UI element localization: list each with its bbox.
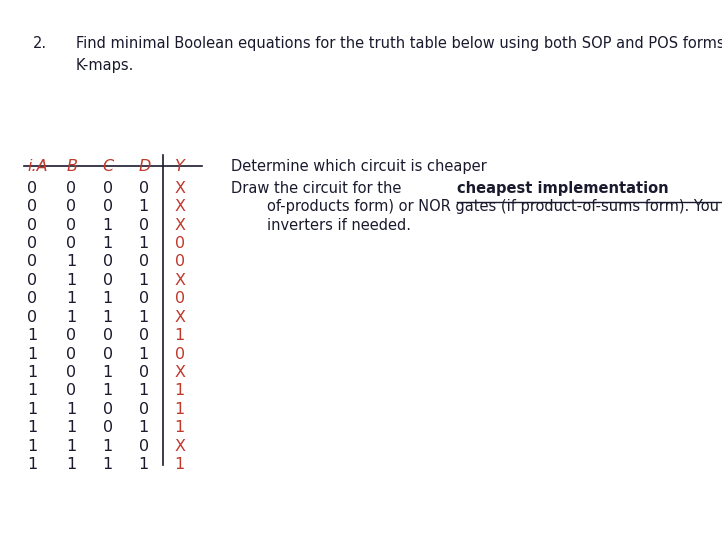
Text: 1: 1 — [175, 420, 185, 435]
Text: 1: 1 — [139, 273, 149, 288]
Text: i.A: i.A — [27, 159, 48, 174]
Text: 1: 1 — [103, 236, 113, 251]
Text: 1: 1 — [27, 347, 38, 362]
Text: of-products form) or NOR gates (if product-of-sums form). You may also use: of-products form) or NOR gates (if produ… — [267, 199, 722, 214]
Text: X: X — [175, 273, 186, 288]
Text: 0: 0 — [139, 402, 149, 417]
Text: 1: 1 — [139, 236, 149, 251]
Text: 0: 0 — [139, 439, 149, 454]
Text: 0: 0 — [27, 310, 38, 325]
Text: 0: 0 — [27, 218, 38, 233]
Text: 1: 1 — [139, 310, 149, 325]
Text: 1: 1 — [139, 199, 149, 214]
Text: 1: 1 — [66, 439, 77, 454]
Text: 1: 1 — [103, 291, 113, 306]
Text: 1: 1 — [139, 457, 149, 472]
Text: 0: 0 — [103, 420, 113, 435]
Text: 1: 1 — [103, 218, 113, 233]
Text: 2.: 2. — [32, 36, 47, 51]
Text: 0: 0 — [103, 254, 113, 270]
Text: 0: 0 — [103, 199, 113, 214]
Text: 0: 0 — [27, 181, 38, 196]
Text: 0: 0 — [175, 254, 185, 270]
Text: 1: 1 — [139, 383, 149, 398]
Text: 1: 1 — [66, 457, 77, 472]
Text: 0: 0 — [175, 291, 185, 306]
Text: Draw the circuit for the: Draw the circuit for the — [231, 181, 406, 196]
Text: 0: 0 — [27, 291, 38, 306]
Text: 0: 0 — [175, 347, 185, 362]
Text: 1: 1 — [103, 310, 113, 325]
Text: 0: 0 — [103, 347, 113, 362]
Text: 0: 0 — [139, 291, 149, 306]
Text: 1: 1 — [175, 457, 185, 472]
Text: 0: 0 — [103, 273, 113, 288]
Text: 1: 1 — [27, 439, 38, 454]
Text: 0: 0 — [139, 181, 149, 196]
Text: 1: 1 — [66, 291, 77, 306]
Text: 0: 0 — [27, 199, 38, 214]
Text: 0: 0 — [66, 236, 77, 251]
Text: 0: 0 — [175, 236, 185, 251]
Text: C: C — [103, 159, 113, 174]
Text: 1: 1 — [27, 402, 38, 417]
Text: 0: 0 — [139, 365, 149, 380]
Text: X: X — [175, 199, 186, 214]
Text: 1: 1 — [139, 347, 149, 362]
Text: Y: Y — [175, 159, 185, 174]
Text: 0: 0 — [66, 199, 77, 214]
Text: 1: 1 — [175, 328, 185, 343]
Text: cheapest implementation: cheapest implementation — [457, 181, 669, 196]
Text: X: X — [175, 439, 186, 454]
Text: 1: 1 — [66, 254, 77, 270]
Text: 0: 0 — [27, 236, 38, 251]
Text: 0: 0 — [66, 347, 77, 362]
Text: 1: 1 — [139, 420, 149, 435]
Text: Find minimal Boolean equations for the truth table below using both SOP and POS : Find minimal Boolean equations for the t… — [76, 36, 722, 74]
Text: inverters if needed.: inverters if needed. — [267, 218, 411, 233]
Text: 1: 1 — [66, 402, 77, 417]
Text: 0: 0 — [66, 218, 77, 233]
Text: 1: 1 — [175, 383, 185, 398]
Text: 0: 0 — [139, 254, 149, 270]
Text: 1: 1 — [27, 383, 38, 398]
Text: 1: 1 — [66, 310, 77, 325]
Text: 1: 1 — [27, 420, 38, 435]
Text: 0: 0 — [66, 328, 77, 343]
Text: B: B — [66, 159, 77, 174]
Text: 1: 1 — [66, 420, 77, 435]
Text: 0: 0 — [139, 218, 149, 233]
Text: 0: 0 — [66, 181, 77, 196]
Text: 0: 0 — [103, 328, 113, 343]
Text: X: X — [175, 365, 186, 380]
Text: 1: 1 — [175, 402, 185, 417]
Text: 1: 1 — [27, 457, 38, 472]
Text: 0: 0 — [103, 402, 113, 417]
Text: 0: 0 — [139, 328, 149, 343]
Text: 0: 0 — [27, 254, 38, 270]
Text: 1: 1 — [27, 328, 38, 343]
Text: X: X — [175, 310, 186, 325]
Text: 1: 1 — [103, 457, 113, 472]
Text: 0: 0 — [103, 181, 113, 196]
Text: X: X — [175, 218, 186, 233]
Text: 1: 1 — [103, 365, 113, 380]
Text: X: X — [175, 181, 186, 196]
Text: 0: 0 — [66, 383, 77, 398]
Text: D: D — [139, 159, 151, 174]
Text: 1: 1 — [27, 365, 38, 380]
Text: 1: 1 — [103, 439, 113, 454]
Text: 0: 0 — [27, 273, 38, 288]
Text: 1: 1 — [103, 383, 113, 398]
Text: 1: 1 — [66, 273, 77, 288]
Text: 0: 0 — [66, 365, 77, 380]
Text: Determine which circuit is cheaper: Determine which circuit is cheaper — [231, 159, 487, 174]
